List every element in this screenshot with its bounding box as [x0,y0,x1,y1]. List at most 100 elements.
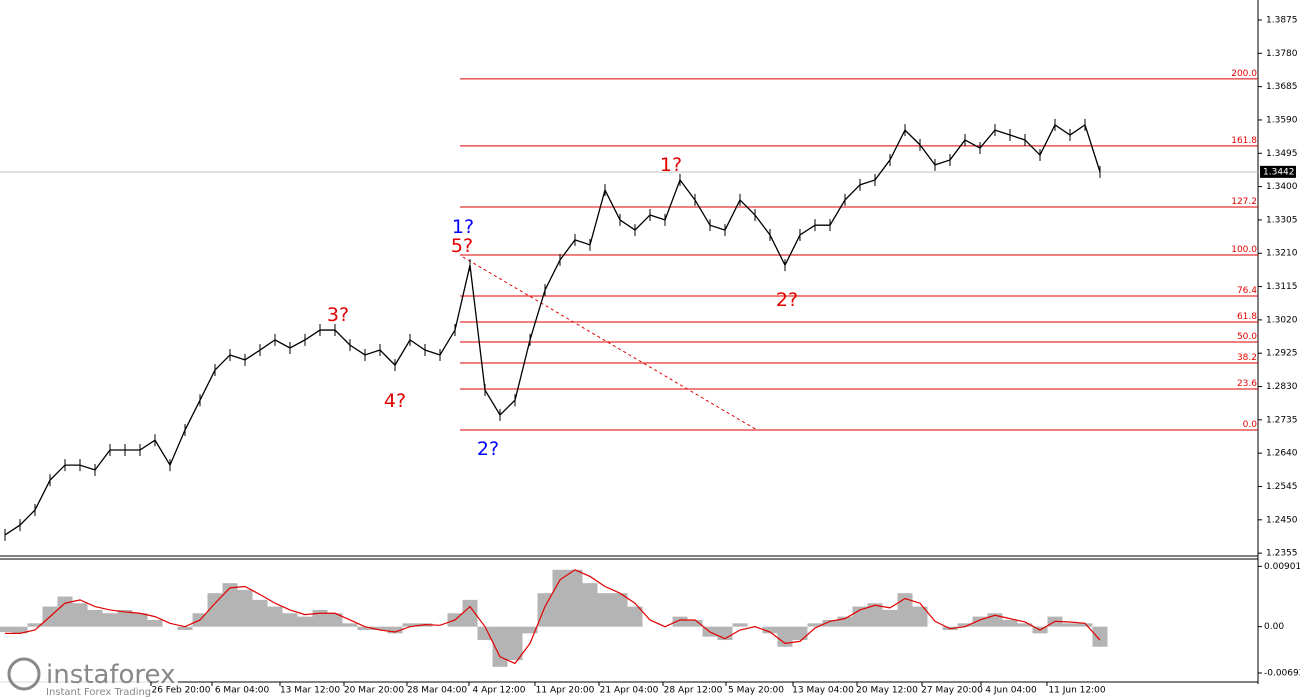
macd-bar [372,626,388,631]
macd-bar [147,619,163,627]
macd-bar [732,623,748,627]
logo: instaforex Instant Forex Trading [0,655,178,700]
macd-bar [837,616,853,627]
macd-bar [492,626,508,667]
macd-bar [1017,623,1033,627]
fib-label: 161.8 [1231,136,1257,146]
y-tick-label: 0.00901 [1264,562,1300,572]
macd-bar [867,603,883,627]
macd-bar [12,626,28,634]
y-tick-label: 1.2735 [1266,415,1298,425]
macd-bar [57,596,73,627]
y-tick-label: 0.00 [1264,622,1284,632]
fib-label: 23.6 [1237,379,1257,389]
macd-bar [207,593,223,627]
macd-bar [672,616,688,627]
macd-bar [297,616,313,627]
macd-bar [807,623,823,627]
x-tick-label: 5 May 20:00 [728,686,784,696]
trend-line [462,256,758,431]
logo-brand: instaforex [46,660,175,690]
fib-label: 38.2 [1237,353,1257,363]
macd-bar [627,606,643,627]
macd-bar [792,626,808,641]
macd-bar [522,626,538,634]
macd-bar [822,619,838,627]
y-tick-label: 1.2355 [1266,549,1298,559]
macd-bar [912,606,928,627]
macd-bar [357,626,373,631]
logo-bg [0,655,178,700]
y-tick-label: 1.3875 [1266,15,1298,25]
macd-bar [72,603,88,627]
x-tick-label: 4 Jun 04:00 [985,686,1037,696]
macd-bar [462,599,478,627]
macd-bar [537,593,553,627]
macd-bar [342,623,358,627]
macd-bar [327,613,343,627]
last-price-box [1260,165,1296,178]
last-price-label: 1.3442 [1263,167,1295,177]
x-tick-label: 26 Feb 20:00 [151,686,210,696]
macd-bar [612,593,628,627]
macd-bar [87,609,103,627]
macd-bar [312,609,328,627]
wave-label: 2? [477,438,499,460]
y-tick-label: 1.3780 [1266,49,1298,59]
y-tick-label: 1.3400 [1266,182,1298,192]
x-tick-label: 11 Apr 20:00 [536,686,595,696]
macd-bar [402,623,418,627]
x-tick-label: 13 Mar 12:00 [280,686,340,696]
wave-label: 5? [451,235,473,257]
macd-bar [177,626,193,631]
y-tick-label: 1.3020 [1266,315,1298,325]
macd-bar [27,623,43,627]
macd-bar [1077,623,1093,627]
y-tick-label: 1.3590 [1266,115,1298,125]
fib-label: 50.0 [1237,332,1257,342]
y-tick-label: 1.2830 [1266,382,1298,392]
y-tick-label: 1.3495 [1266,149,1298,159]
y-tick-label: 1.3305 [1266,215,1298,225]
fib-label: 127.2 [1231,197,1257,207]
x-tick-label: 4 Apr 12:00 [473,686,526,696]
x-tick-label: 21 Apr 04:00 [600,686,659,696]
macd-bar [282,613,298,627]
macd-bar [222,583,238,627]
wave-label: 1? [452,216,474,238]
macd-bar [0,626,13,633]
fib-label: 100.0 [1231,245,1257,255]
y-tick-label: 1.2640 [1266,449,1298,459]
logo-icon [7,657,41,691]
fib-label: 0.0 [1243,420,1258,430]
macd-bar [1062,623,1078,627]
macd-bar [567,569,583,627]
y-tick-label: 1.3210 [1266,249,1298,259]
wave-label: 3? [327,304,349,326]
macd-bar [687,619,703,627]
macd-bar [882,609,898,627]
fib-label: 76.4 [1237,286,1257,296]
macd-bar [582,583,598,627]
macd-bar [507,626,523,661]
macd-bar [387,626,403,634]
macd-bar [957,623,973,627]
x-tick-label: 13 May 04:00 [792,686,854,696]
x-tick-label: 6 Mar 04:00 [215,686,270,696]
x-tick-label: 20 Mar 20:00 [344,686,404,696]
y-tick-label: 1.2450 [1266,515,1298,525]
y-tick-label: 1.2925 [1266,349,1298,359]
fib-label: 61.8 [1237,312,1257,322]
x-tick-label: 28 Apr 12:00 [664,686,723,696]
wave-label: 2? [776,289,798,311]
y-tick-label: 1.3115 [1266,282,1298,292]
macd-bar [102,613,118,627]
macd-bar [477,626,493,641]
macd-bar [267,606,283,627]
macd-bar [252,599,268,627]
macd-bar [597,593,613,627]
